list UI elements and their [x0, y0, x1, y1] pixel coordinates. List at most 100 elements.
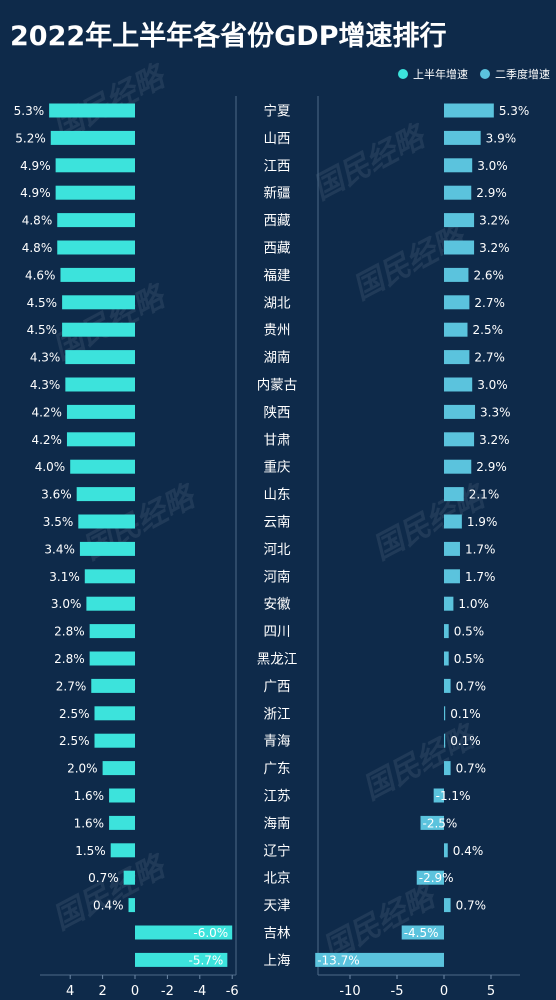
- category-label: 新疆: [264, 186, 291, 202]
- bar-q2: [444, 158, 473, 173]
- data-label-h1: 4.8%: [22, 214, 53, 228]
- category-label: 浙江: [264, 706, 291, 722]
- data-label-h1: 5.2%: [15, 131, 46, 145]
- bar-q2: [444, 569, 460, 584]
- bar-h1: [66, 404, 135, 419]
- bar-h1: [94, 733, 135, 748]
- data-label-h1: 4.2%: [31, 405, 62, 419]
- category-label: 吉林: [264, 926, 291, 942]
- left-axis-tick-label: -4: [193, 984, 206, 999]
- category-label: 四川: [264, 624, 291, 640]
- data-label-q2: 3.3%: [480, 405, 511, 419]
- data-label-h1: 2.8%: [54, 625, 85, 639]
- bar-h1: [86, 596, 135, 611]
- bar-h1: [65, 350, 135, 365]
- bar-h1: [60, 267, 136, 282]
- bar-q2: [444, 185, 472, 200]
- data-label-h1: 4.9%: [20, 159, 51, 173]
- bar-q2: [420, 815, 444, 830]
- category-label: 西藏: [264, 241, 291, 257]
- data-label-q2: 2.5%: [473, 323, 504, 337]
- data-label-h1: 2.5%: [59, 707, 90, 721]
- data-label-q2: -4.5%: [404, 926, 439, 940]
- bar-h1: [78, 514, 135, 529]
- bar-h1: [89, 624, 135, 639]
- data-label-h1: 3.4%: [44, 542, 75, 556]
- data-label-q2: 2.7%: [474, 296, 505, 310]
- legend-label-h1: 上半年增速: [413, 68, 468, 81]
- category-label: 天津: [264, 898, 291, 914]
- left-axis-tick-label: 0: [131, 984, 139, 999]
- bar-q2: [444, 706, 446, 721]
- bar-h1: [102, 761, 135, 776]
- bar-q2: [444, 103, 494, 118]
- right-axis-tick-label: 5: [487, 984, 495, 999]
- data-label-q2: 0.1%: [450, 707, 481, 721]
- data-label-h1: -6.0%: [193, 926, 228, 940]
- category-label: 湖南: [264, 350, 291, 366]
- data-label-h1: 1.5%: [75, 844, 106, 858]
- category-label: 湖北: [264, 295, 291, 311]
- category-label: 广西: [264, 679, 291, 695]
- chart-title: 2022年上半年各省份GDP增速排行: [10, 21, 447, 52]
- bar-h1: [57, 213, 135, 228]
- legend-item-q2[interactable]: 二季度增速: [480, 66, 550, 82]
- bar-h1: [135, 925, 233, 940]
- data-label-q2: 3.2%: [479, 214, 510, 228]
- data-label-h1: 0.7%: [88, 871, 119, 885]
- data-label-h1: 1.6%: [74, 816, 105, 830]
- category-label: 福建: [264, 268, 291, 284]
- bar-q2: [444, 459, 472, 474]
- category-label: 内蒙古: [257, 378, 298, 394]
- legend-item-h1[interactable]: 上半年增速: [398, 66, 468, 82]
- bar-q2: [433, 788, 444, 803]
- data-label-q2: 2.1%: [469, 488, 500, 502]
- bar-h1: [62, 322, 135, 337]
- left-axis-tick-label: 4: [66, 984, 74, 999]
- legend-dot-h1: [398, 69, 408, 79]
- bar-q2: [444, 487, 464, 502]
- data-label-h1: 2.5%: [59, 734, 90, 748]
- category-label: 青海: [264, 734, 291, 750]
- category-label: 辽宁: [264, 842, 291, 859]
- bar-q2: [444, 350, 470, 365]
- bar-q2: [444, 213, 475, 228]
- data-label-h1: 4.3%: [30, 378, 61, 392]
- bar-h1: [94, 706, 135, 721]
- category-label: 陕西: [264, 405, 291, 421]
- legend-label-q2: 二季度增速: [495, 68, 550, 81]
- data-label-h1: 1.6%: [74, 789, 105, 803]
- bar-h1: [79, 541, 135, 556]
- category-label: 上海: [264, 953, 291, 969]
- category-label: 广东: [264, 761, 291, 777]
- legend: 上半年增速 二季度增速: [398, 66, 550, 82]
- bar-q2: [444, 295, 470, 310]
- bar-h1: [70, 459, 135, 474]
- data-label-h1: 4.6%: [25, 268, 56, 282]
- data-label-q2: 2.9%: [476, 460, 507, 474]
- data-label-q2: -2.9%: [419, 871, 454, 885]
- bar-h1: [62, 295, 135, 310]
- bar-q2: [444, 404, 476, 419]
- bar-h1: [128, 898, 135, 913]
- bar-q2: [444, 322, 468, 337]
- data-label-q2: -2.5%: [423, 816, 458, 830]
- data-label-h1: 2.8%: [54, 652, 85, 666]
- category-label: 山东: [264, 487, 291, 503]
- category-label: 宁夏: [264, 103, 291, 120]
- category-label: 海南: [264, 816, 291, 832]
- data-label-q2: -1.1%: [436, 789, 471, 803]
- data-label-q2: 2.7%: [474, 351, 505, 365]
- bar-h1: [76, 487, 135, 502]
- right-axis-tick-label: -10: [339, 984, 360, 999]
- category-label: 西藏: [264, 213, 291, 229]
- bar-h1: [66, 432, 135, 447]
- data-label-q2: 0.7%: [456, 762, 487, 776]
- data-label-h1: 4.3%: [30, 351, 61, 365]
- bar-h1: [65, 377, 135, 392]
- bar-h1: [57, 240, 135, 255]
- data-label-h1: 4.8%: [22, 241, 53, 255]
- data-label-h1: 3.6%: [41, 488, 72, 502]
- bar-q2: [444, 761, 451, 776]
- category-label: 贵州: [264, 323, 291, 339]
